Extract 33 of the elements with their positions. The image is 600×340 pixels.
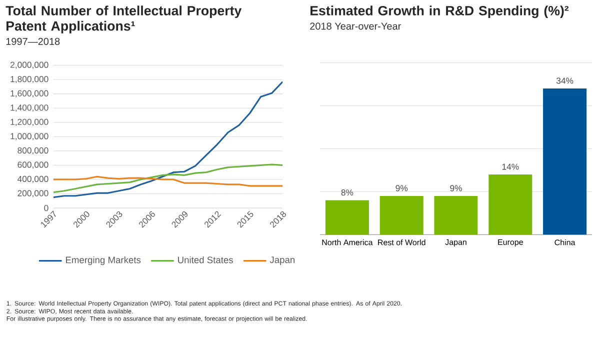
- data-label: 8%: [341, 189, 354, 196]
- y-tick-label: 1,000,000: [10, 133, 48, 140]
- y-tick-label: 600,000: [18, 162, 48, 169]
- chart-subtitle: 1997—2018: [6, 38, 60, 45]
- y-tick-label: 1,600,000: [10, 90, 48, 98]
- bar: [543, 88, 587, 235]
- y-tick-label: 1,800,000: [10, 76, 48, 84]
- legend-label: United States: [178, 256, 233, 264]
- chart-title: Total Number of Intellectual Property Patent Applications¹: [6, 6, 242, 34]
- data-label: 34%: [556, 78, 574, 84]
- legend-label: Japan: [270, 256, 295, 265]
- y-tick-label: 1,400,000: [10, 104, 48, 112]
- x-tick-label: Rest of World: [378, 239, 426, 246]
- x-tick-label: North America: [322, 239, 373, 246]
- y-tick-label: 1,200,000: [10, 118, 48, 126]
- bar: [325, 200, 369, 235]
- y-tick-label: 400,000: [18, 176, 48, 184]
- data-label: 14%: [502, 164, 519, 170]
- x-tick-label: Japan: [445, 239, 466, 247]
- bar: [380, 196, 424, 235]
- chart-title: Estimated Growth in R&D Spending (%)²: [310, 6, 569, 18]
- chart-subtitle: 2018 Year-over-Year: [310, 22, 401, 30]
- y-tick-label: 0: [44, 204, 48, 212]
- bar: [434, 196, 478, 235]
- y-tick-label: 200,000: [18, 190, 48, 198]
- y-tick-label: 800,000: [18, 147, 48, 155]
- data-label: 9%: [396, 185, 408, 192]
- y-tick-label: 2,000,000: [10, 62, 48, 69]
- bar: [488, 174, 532, 235]
- data-label: 9%: [450, 185, 462, 192]
- legend-label: Emerging Markets: [66, 256, 141, 266]
- x-tick-label: Europe: [498, 239, 523, 247]
- x-tick-label: China: [554, 239, 576, 246]
